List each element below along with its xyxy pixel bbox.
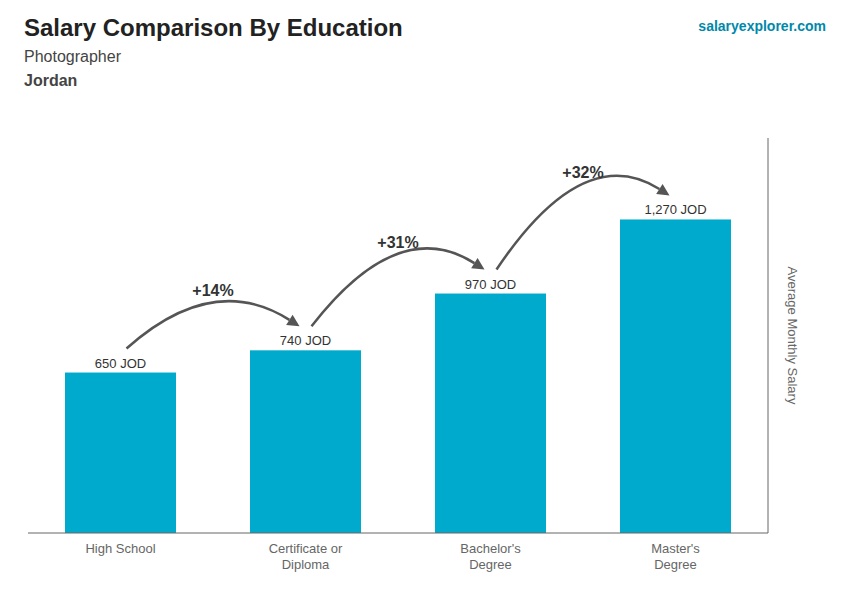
html-text:salaryexplorer.com: salaryexplorer.com (698, 18, 826, 34)
svg-text:High School: High School (85, 541, 155, 556)
html-text:Jordan: Jordan (24, 72, 78, 89)
svg-text:970 JOD: 970 JOD (465, 277, 516, 292)
svg-text:+31%: +31% (377, 234, 418, 251)
html-text:Photographer: Photographer (24, 48, 121, 65)
html-text:Salary Comparison By Education: Salary Comparison By Education (24, 14, 403, 41)
svg-text:1,270 JOD: 1,270 JOD (644, 202, 706, 217)
svg-text:+32%: +32% (562, 164, 603, 181)
svg-text:+14%: +14% (192, 282, 233, 299)
svg-text:Average Monthly Salary: Average Monthly Salary (785, 267, 800, 405)
svg-text:650 JOD: 650 JOD (95, 356, 146, 371)
svg-text:Bachelor'sDegree: Bachelor'sDegree (460, 541, 521, 572)
svg-text:Master'sDegree: Master'sDegree (651, 541, 700, 572)
svg-text:740 JOD: 740 JOD (280, 333, 331, 348)
svg-text:Certificate orDiploma: Certificate orDiploma (269, 541, 343, 572)
